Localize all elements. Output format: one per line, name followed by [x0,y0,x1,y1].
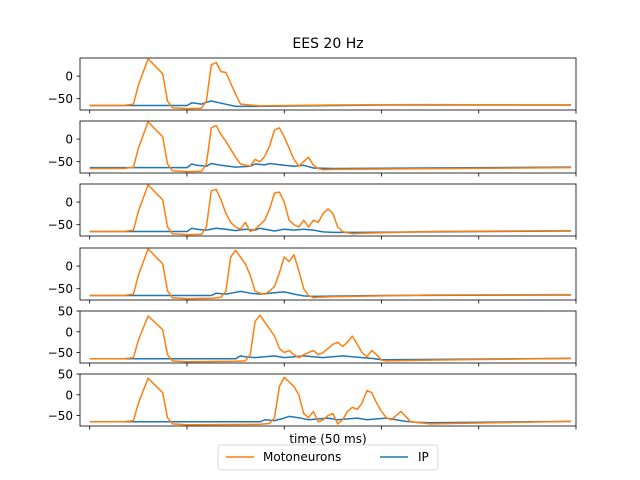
panel-5: −50 0 50 [48,305,577,367]
panel-6: −50 0 50 [48,368,577,430]
series-motoneurons-panel-5 [89,314,572,363]
series-ip-panel-6 [89,415,572,424]
y-tick-label: 50 [58,305,73,319]
legend-label-ip: IP [418,450,429,464]
panel-frame [79,247,577,301]
y-tick-label: 0 [65,388,73,402]
series-ip-panel-2 [89,162,572,170]
y-tick-label: −50 [48,155,73,169]
y-tick-label: 0 [65,133,73,147]
y-tick-label: 0 [65,260,73,274]
y-tick-label: −50 [48,282,73,296]
panel-frame [79,310,577,364]
series-motoneurons-panel-2 [89,121,572,173]
series-ip-panel-3 [89,227,572,234]
series-motoneurons-panel-3 [89,184,572,236]
y-tick-label: 0 [65,70,73,84]
panel-4: −50 0 [48,247,577,304]
y-tick-label: 0 [65,325,73,339]
y-tick-label: −50 [48,409,73,423]
panels-group: −50 0 −50 0 −50 0 −50 0 −50 0 50 −50 0 50 [48,57,577,430]
series-ip-panel-5 [89,355,572,361]
y-tick-label: −50 [48,346,73,360]
legend-label-motoneurons: Motoneurons [263,450,341,464]
panel-frame [79,373,577,427]
legend: Motoneurons IP [217,444,439,471]
panel-2: −50 0 [48,120,577,177]
y-tick-label: −50 [48,218,73,232]
y-tick-label: −50 [48,92,73,106]
series-motoneurons-panel-4 [89,248,572,300]
series-motoneurons-panel-6 [89,376,572,426]
series-motoneurons-panel-1 [89,58,572,110]
legend-box [217,444,439,471]
panel-1: −50 0 [48,57,577,114]
panel-frame [79,183,577,237]
series-ip-panel-4 [89,290,572,298]
panel-frame [79,57,577,111]
y-tick-label: 0 [65,196,73,210]
x-axis-label: time (50 ms) [289,432,366,446]
panel-frame [79,120,577,174]
y-tick-label: 50 [58,368,73,382]
panel-3: −50 0 [48,183,577,240]
chart-title: EES 20 Hz [292,36,363,52]
